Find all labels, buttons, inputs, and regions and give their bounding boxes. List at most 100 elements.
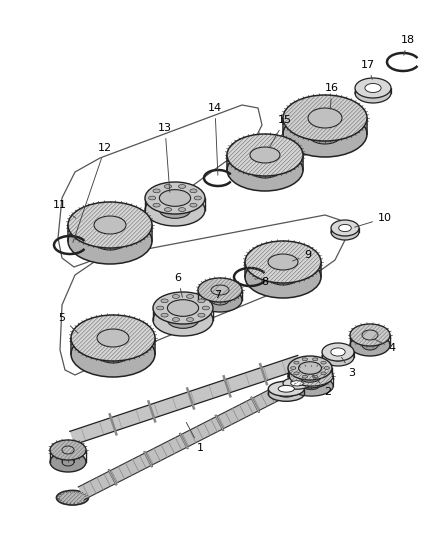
Text: 11: 11 xyxy=(53,200,76,218)
Ellipse shape xyxy=(50,452,86,472)
Text: 3: 3 xyxy=(342,357,356,378)
Ellipse shape xyxy=(68,202,152,248)
Ellipse shape xyxy=(299,370,321,382)
Ellipse shape xyxy=(350,334,390,356)
Text: 6: 6 xyxy=(174,273,182,297)
Ellipse shape xyxy=(164,184,172,188)
Ellipse shape xyxy=(303,373,319,379)
Text: 17: 17 xyxy=(361,60,375,79)
Ellipse shape xyxy=(94,232,126,250)
Ellipse shape xyxy=(173,295,180,298)
Ellipse shape xyxy=(145,194,205,226)
Ellipse shape xyxy=(283,377,311,389)
Ellipse shape xyxy=(250,147,280,163)
Ellipse shape xyxy=(294,372,299,375)
Ellipse shape xyxy=(250,162,280,178)
Ellipse shape xyxy=(94,216,126,234)
Text: 9: 9 xyxy=(293,250,311,261)
Ellipse shape xyxy=(71,331,155,377)
Ellipse shape xyxy=(157,306,164,310)
Ellipse shape xyxy=(365,84,381,93)
Ellipse shape xyxy=(194,196,201,200)
Text: 10: 10 xyxy=(355,213,392,227)
Ellipse shape xyxy=(331,353,345,361)
Ellipse shape xyxy=(159,190,191,206)
Ellipse shape xyxy=(178,208,186,212)
Text: 13: 13 xyxy=(158,123,172,192)
Text: 18: 18 xyxy=(401,35,415,55)
Ellipse shape xyxy=(71,315,155,361)
Ellipse shape xyxy=(190,189,197,193)
Text: 8: 8 xyxy=(254,277,268,287)
Ellipse shape xyxy=(291,381,303,386)
Ellipse shape xyxy=(331,220,359,236)
Text: 14: 14 xyxy=(208,103,222,175)
Ellipse shape xyxy=(289,366,333,386)
Ellipse shape xyxy=(278,390,294,397)
Ellipse shape xyxy=(365,88,381,98)
Ellipse shape xyxy=(283,111,367,157)
Ellipse shape xyxy=(303,382,319,390)
Ellipse shape xyxy=(153,189,160,193)
Ellipse shape xyxy=(288,364,332,388)
Text: 1: 1 xyxy=(186,423,204,453)
Ellipse shape xyxy=(62,446,74,454)
Ellipse shape xyxy=(211,285,229,295)
Ellipse shape xyxy=(339,224,351,232)
Ellipse shape xyxy=(227,134,303,176)
Ellipse shape xyxy=(288,356,332,380)
Ellipse shape xyxy=(145,182,205,214)
Ellipse shape xyxy=(322,343,354,361)
Ellipse shape xyxy=(198,299,205,303)
Ellipse shape xyxy=(321,372,326,375)
Ellipse shape xyxy=(355,83,391,103)
Ellipse shape xyxy=(245,256,321,298)
Ellipse shape xyxy=(299,362,321,374)
Ellipse shape xyxy=(173,318,180,321)
Ellipse shape xyxy=(167,300,198,316)
Ellipse shape xyxy=(322,348,354,366)
Ellipse shape xyxy=(227,149,303,191)
Ellipse shape xyxy=(164,208,172,212)
Ellipse shape xyxy=(198,313,205,317)
Ellipse shape xyxy=(294,361,299,364)
Ellipse shape xyxy=(289,376,333,396)
Ellipse shape xyxy=(331,224,359,240)
Ellipse shape xyxy=(331,348,345,356)
Ellipse shape xyxy=(153,292,213,324)
Ellipse shape xyxy=(291,367,296,369)
Ellipse shape xyxy=(68,218,152,264)
Polygon shape xyxy=(70,356,302,445)
Ellipse shape xyxy=(324,367,329,369)
Text: 4: 4 xyxy=(374,339,396,353)
Ellipse shape xyxy=(161,313,168,317)
Ellipse shape xyxy=(313,358,318,361)
Ellipse shape xyxy=(302,358,307,361)
Ellipse shape xyxy=(245,241,321,283)
Ellipse shape xyxy=(187,318,194,321)
Ellipse shape xyxy=(321,361,326,364)
Ellipse shape xyxy=(308,108,342,128)
Text: 15: 15 xyxy=(269,115,292,148)
Ellipse shape xyxy=(97,345,129,363)
Ellipse shape xyxy=(62,458,74,466)
Text: 12: 12 xyxy=(73,143,112,243)
Ellipse shape xyxy=(283,382,311,393)
Ellipse shape xyxy=(362,330,378,340)
Ellipse shape xyxy=(159,201,191,219)
Ellipse shape xyxy=(153,203,160,207)
Ellipse shape xyxy=(268,269,298,285)
Ellipse shape xyxy=(198,288,242,312)
Ellipse shape xyxy=(278,385,294,392)
Text: 5: 5 xyxy=(59,313,78,333)
Ellipse shape xyxy=(202,306,209,310)
Ellipse shape xyxy=(291,385,303,390)
Ellipse shape xyxy=(362,340,378,350)
Text: 2: 2 xyxy=(312,374,332,397)
Ellipse shape xyxy=(355,78,391,98)
Ellipse shape xyxy=(97,329,129,347)
Ellipse shape xyxy=(268,386,304,401)
Ellipse shape xyxy=(198,278,242,302)
Ellipse shape xyxy=(190,203,197,207)
Ellipse shape xyxy=(211,295,229,305)
